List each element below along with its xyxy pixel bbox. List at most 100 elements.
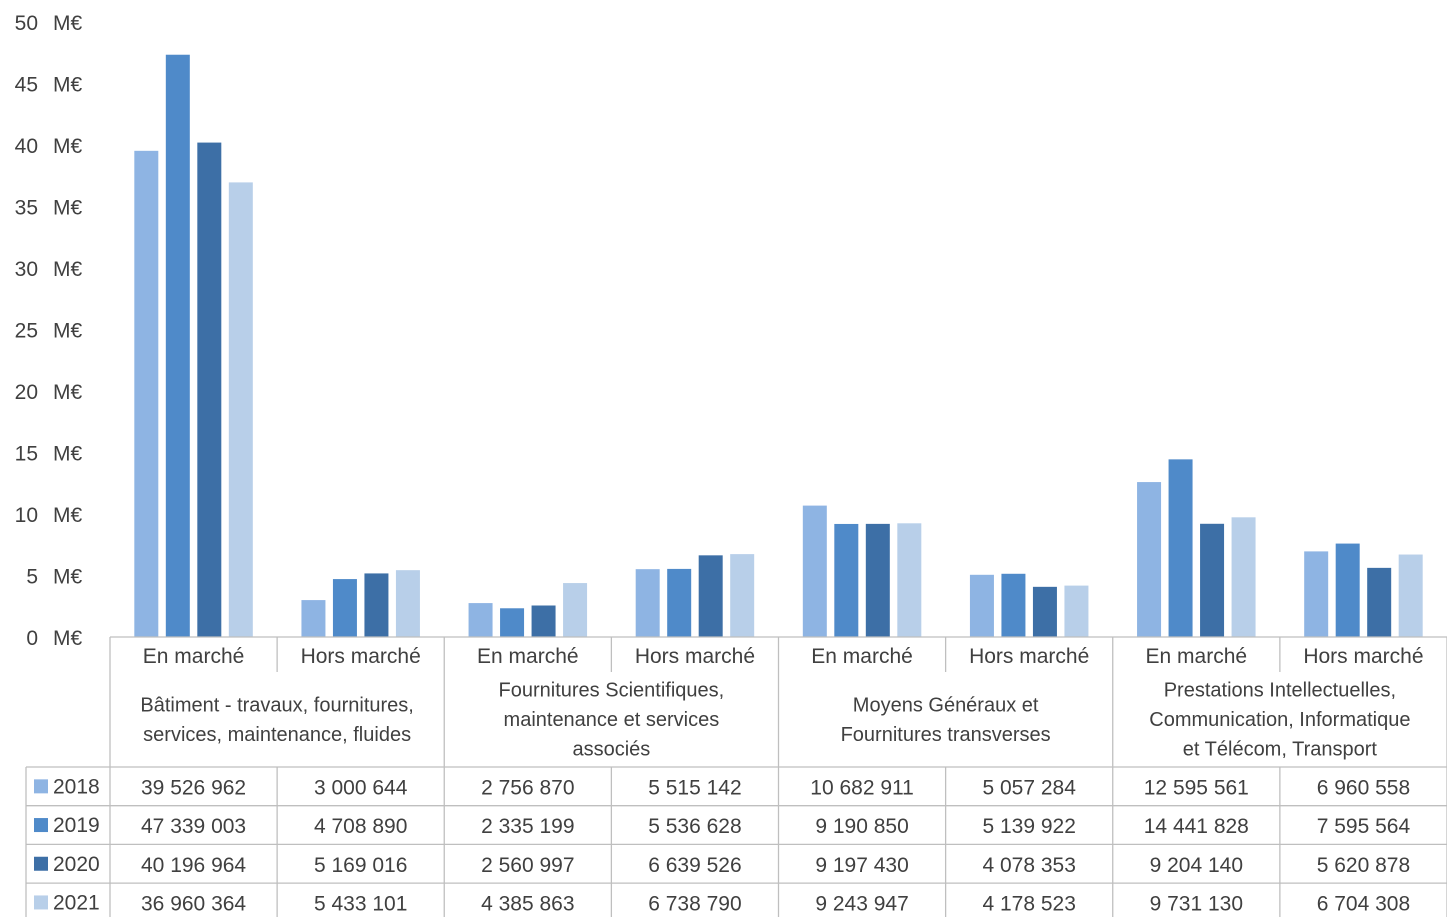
table-cell-value: 10 682 911 [810,776,914,799]
y-tick-unit: M€ [53,12,82,35]
table-cell-value: 9 204 140 [1150,854,1243,877]
table-cell-value: 39 526 962 [141,776,246,799]
legend-key-2020 [34,856,48,871]
group-label-line: services, maintenance, fluides [143,724,411,746]
bar-2021-col-4 [897,523,922,637]
y-tick-unit: M€ [53,135,82,158]
bar-2020-col-7 [1367,567,1392,637]
table-cell-value: 6 704 308 [1317,892,1410,915]
table-cell-value: 7 595 564 [1317,815,1411,838]
table-cell-value: 9 243 947 [815,892,908,915]
bar-2018-col-0 [134,150,159,638]
table-cell-value: 5 536 628 [648,815,741,838]
bar-2018-col-4 [802,505,827,637]
bar-2019-col-4 [834,523,859,637]
table-cell-value: 4 708 890 [314,815,407,838]
table-cell-value: 6 960 558 [1317,776,1410,799]
bar-2019-col-7 [1335,543,1360,637]
legend-label-2021: 2021 [53,891,100,914]
y-tick-value: 25 [15,320,38,343]
table-cell-value: 2 560 997 [481,854,574,877]
bar-2019-col-5 [1001,573,1026,637]
y-tick-unit: M€ [53,74,82,97]
table-cell-value: 4 385 863 [481,892,574,915]
y-tick-value: 5 [26,566,38,589]
bar-2019-col-1 [332,579,357,637]
group-label-line: Fournitures Scientifiques, [499,680,725,702]
bar-2018-col-3 [635,569,660,637]
bar-2019-col-0 [165,54,190,637]
bar-2018-col-7 [1304,551,1329,637]
bar-2018-col-2 [468,603,493,637]
bar-2019-col-6 [1168,459,1193,637]
y-tick-value: 30 [15,258,38,281]
bar-2019-col-3 [667,568,692,637]
table-cell-value: 2 756 870 [481,776,574,799]
table-cell-value: 4 078 353 [982,854,1075,877]
table-cell-value: 9 197 430 [815,854,908,877]
legend-label-2018: 2018 [53,775,100,798]
table-cell-value: 2 335 199 [481,815,574,838]
y-tick-unit: M€ [53,443,82,466]
subcategory-label: Hors marché [969,645,1089,668]
table-cell-value: 9 190 850 [815,815,908,838]
group-label-line: Moyens Généraux et [853,694,1039,716]
group-label-line: Fournitures transverses [841,724,1051,746]
subcategory-label: Hors marché [1303,645,1423,668]
legend-key-2021 [34,895,48,910]
table-cell-value: 47 339 003 [141,815,246,838]
bar-2020-col-1 [364,573,389,637]
bar-2019-col-2 [500,608,525,637]
bar-2020-col-3 [698,555,723,637]
legend-key-2018 [34,779,48,794]
table-cell-value: 12 595 561 [1144,776,1249,799]
bar-2020-col-0 [197,142,222,638]
y-tick-unit: M€ [53,197,82,220]
legend-key-2019 [34,818,48,833]
subcategory-label: En marché [143,645,245,668]
table-cell-value: 5 169 016 [314,854,407,877]
y-tick-unit: M€ [53,320,82,343]
table-cell-value: 6 738 790 [648,892,741,915]
table-cell-value: 4 178 523 [982,892,1075,915]
group-label-line: Communication, Informatique [1149,709,1410,731]
table-cell-value: 5 515 142 [648,776,741,799]
legend-label-2020: 2020 [53,853,100,876]
bar-2021-col-0 [228,182,253,638]
table-cell-value: 5 620 878 [1317,854,1410,877]
bar-2020-col-2 [531,605,556,637]
bar-2018-col-1 [301,600,326,637]
y-tick-value: 45 [15,74,38,97]
bar-2021-col-5 [1064,585,1089,637]
bar-2021-col-2 [563,583,588,637]
bar-2018-col-6 [1137,482,1162,637]
bar-2020-col-5 [1032,586,1057,637]
group-label-line: Prestations Intellectuelles, [1164,680,1396,702]
y-tick-unit: M€ [53,381,82,404]
bar-2020-col-6 [1200,523,1225,637]
subcategory-label: Hors marché [301,645,421,668]
subcategory-label: En marché [477,645,579,668]
y-tick-value: 20 [15,381,38,404]
bar-2021-col-3 [730,554,755,637]
y-tick-value: 15 [15,443,38,466]
y-tick-value: 35 [15,197,38,220]
table-cell-value: 9 731 130 [1150,892,1243,915]
bar-2021-col-1 [395,570,420,637]
bar-2021-col-7 [1398,554,1423,637]
table-cell-value: 3 000 644 [314,776,408,799]
y-tick-unit: M€ [53,627,82,650]
subcategory-label: En marché [811,645,913,668]
group-label-line: associés [572,739,650,761]
y-tick-value: 0 [26,627,38,650]
y-tick-unit: M€ [53,258,82,281]
group-label-line: et Télécom, Transport [1183,739,1378,761]
subcategory-label: En marché [1146,645,1248,668]
bar-2020-col-4 [865,523,890,637]
y-tick-value: 40 [15,135,38,158]
table-cell-value: 40 196 964 [141,854,246,877]
group-label-line: maintenance et services [504,709,720,731]
legend-label-2019: 2019 [53,814,100,837]
group-label-line: Bâtiment - travaux, fournitures, [140,694,413,716]
y-tick-value: 50 [15,12,38,35]
